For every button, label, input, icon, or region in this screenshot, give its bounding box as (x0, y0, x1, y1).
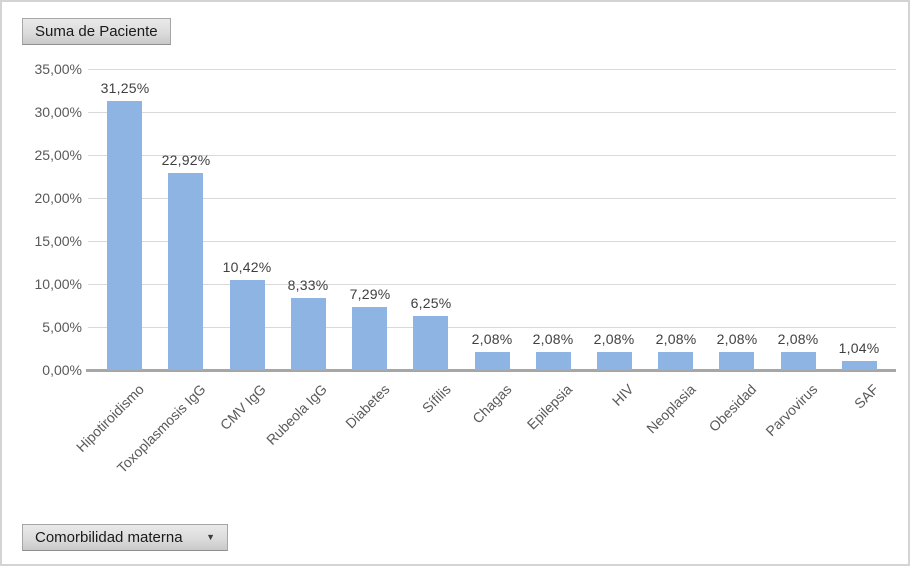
chevron-down-icon: ▼ (206, 532, 215, 542)
data-label: 1,04% (838, 340, 880, 356)
category-label: CMV IgG (217, 381, 270, 434)
y-axis-tick-label: 30,00% (34, 104, 82, 120)
y-axis-tick-label: 15,00% (34, 233, 82, 249)
data-label: 22,92% (161, 152, 211, 168)
bar-parvovirus[interactable] (781, 352, 816, 370)
y-axis-tick-label: 20,00% (34, 190, 82, 206)
bar-diabetes[interactable] (352, 307, 387, 370)
data-label: 2,08% (777, 331, 819, 347)
data-label: 2,08% (655, 331, 697, 347)
gridline (88, 284, 896, 285)
bar-cmv-igg[interactable] (230, 280, 265, 370)
data-label: 10,42% (222, 259, 272, 275)
data-label: 2,08% (593, 331, 635, 347)
category-label: Diabetes (341, 381, 393, 432)
bar-hiv[interactable] (597, 352, 632, 370)
bar-rubeola-igg[interactable] (291, 298, 326, 370)
category-label: Rubeola IgG (263, 381, 331, 448)
plot-area: 31,25% Hipotiroidismo 22,92% Toxoplasmosis … (73, 69, 896, 476)
bar-s-filis[interactable] (413, 316, 448, 370)
y-axis-tick-label: 35,00% (34, 61, 82, 77)
y-axis-tick-label: 0,00% (42, 362, 82, 378)
data-label: 8,33% (287, 277, 329, 293)
category-label: Neoplasia (642, 381, 699, 437)
bar-toxoplasmosis-igg[interactable] (168, 173, 203, 370)
x-axis-line (86, 369, 896, 372)
gridline (88, 327, 896, 328)
category-label: Sífilis (418, 381, 454, 416)
category-label: SAF (850, 381, 882, 412)
bar-obesidad[interactable] (719, 352, 754, 370)
data-label: 7,29% (349, 286, 391, 302)
axis-field-label: Comorbilidad materna (35, 529, 183, 546)
value-field-label: Suma de Paciente (35, 23, 158, 40)
bar-chagas[interactable] (475, 352, 510, 370)
bar-saf[interactable] (842, 361, 877, 370)
y-axis-tick-label: 5,00% (42, 319, 82, 335)
y-axis-tick-label: 25,00% (34, 147, 82, 163)
y-axis-tick-label: 10,00% (34, 276, 82, 292)
category-label: Obesidad (705, 381, 760, 435)
category-label: Epilepsia (523, 381, 576, 433)
data-label: 6,25% (410, 295, 452, 311)
data-label: 2,08% (532, 331, 574, 347)
value-field-button[interactable]: Suma de Paciente (22, 18, 171, 45)
category-label: HIV (608, 381, 637, 409)
gridline (88, 155, 896, 156)
bar-neoplasia[interactable] (658, 352, 693, 370)
gridline (88, 112, 896, 113)
bar-epilepsia[interactable] (536, 352, 571, 370)
data-label: 2,08% (716, 331, 758, 347)
data-label: 31,25% (100, 80, 150, 96)
bar-hipotiroidismo[interactable] (107, 101, 142, 370)
gridline (88, 198, 896, 199)
axis-field-button[interactable]: Comorbilidad materna ▼ (22, 524, 228, 551)
gridline (88, 69, 896, 70)
category-label: Parvovirus (762, 381, 821, 440)
category-label: Chagas (468, 381, 515, 427)
gridline (88, 241, 896, 242)
data-label: 2,08% (471, 331, 513, 347)
